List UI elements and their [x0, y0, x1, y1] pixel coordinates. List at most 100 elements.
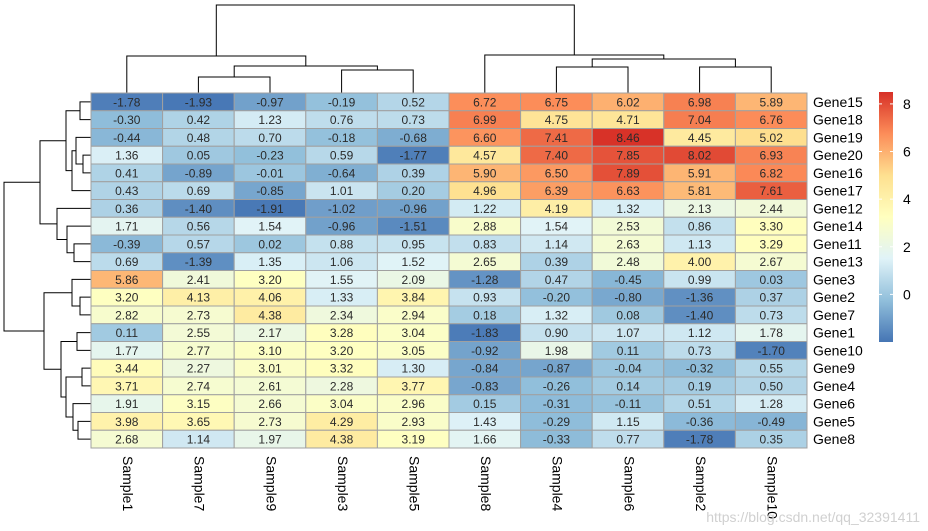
cell-value-label: -0.19 [328, 95, 356, 109]
cell-value-label: 6.93 [760, 149, 784, 163]
cell-value-label: 1.71 [115, 220, 139, 234]
cell-value-label: 1.97 [258, 433, 282, 447]
cell-value-label: 7.40 [545, 149, 569, 163]
cell-value-label: 3.29 [760, 237, 784, 251]
cell-value-label: -1.83 [471, 326, 499, 340]
cell-value-label: 3.28 [330, 326, 354, 340]
cell-value-label: 5.02 [760, 131, 784, 145]
cell-value-label: -0.20 [543, 291, 571, 305]
cell-value-label: 2.48 [616, 255, 640, 269]
cell-value-label: -0.87 [543, 362, 571, 376]
cell-value-label: 1.30 [402, 362, 426, 376]
heatmap-cells: -1.78 -1.93 -0.97 -0.19 0.52 6.72 6.75 6.02 6.98… [90, 92, 808, 449]
cell-value-label: 1.06 [330, 255, 354, 269]
dendrogram-branch [126, 55, 307, 93]
cell-value-label: 0.43 [115, 184, 139, 198]
cell-value-label: 0.69 [187, 184, 211, 198]
cell-value-label: -0.01 [256, 166, 284, 180]
dendrogram-branch [76, 332, 91, 351]
cell-value-label: 3.30 [760, 220, 784, 234]
cell-value-label: -0.36 [686, 415, 714, 429]
column-dendrogram [126, 4, 772, 93]
cell-value-label: 6.60 [473, 131, 497, 145]
dendrogram-branch [39, 140, 66, 225]
cell-value-label: 0.99 [688, 273, 712, 287]
cell-value-label: 0.73 [760, 308, 784, 322]
cell-value-label: 3.04 [402, 326, 426, 340]
cell-value-label: 1.52 [402, 255, 426, 269]
cell-value-label: 1.66 [473, 433, 497, 447]
cell-value-label: 0.73 [688, 344, 712, 358]
cell-value-label: 3.19 [402, 433, 426, 447]
dendrogram-branch [73, 243, 91, 263]
dendrogram-branch [71, 150, 91, 192]
dendrogram-branch [56, 207, 91, 240]
cell-value-label: 2.74 [187, 379, 211, 393]
cell-value-label: 1.22 [473, 202, 497, 216]
cell-value-label: 3.15 [187, 397, 211, 411]
cell-value-label: -0.85 [256, 184, 284, 198]
cell-value-label: 4.38 [330, 433, 354, 447]
cell-value-label: 2.94 [402, 308, 426, 322]
cell-value-label: 0.37 [760, 291, 784, 305]
cell-value-label: 2.93 [402, 415, 426, 429]
cell-value-label: 2.44 [760, 202, 784, 216]
row-label: Gene19 [813, 129, 863, 145]
row-label: Gene4 [813, 378, 855, 394]
cell-value-label: 1.35 [258, 255, 282, 269]
cell-value-label: -0.29 [543, 415, 571, 429]
cell-value-label: -0.39 [113, 237, 141, 251]
cell-value-label: -0.83 [471, 379, 499, 393]
dendrogram-branch [341, 69, 414, 93]
column-label: Sample8 [478, 456, 494, 511]
cell-value-label: 0.41 [115, 166, 139, 180]
cell-value-label: 4.00 [688, 255, 712, 269]
legend-tick-label: 2 [903, 239, 911, 255]
cell-value-label: -0.89 [185, 166, 213, 180]
cell-value-label: 4.75 [545, 113, 569, 127]
cell-value-label: 0.90 [545, 326, 569, 340]
column-label: Sample10 [764, 456, 780, 519]
cell-value-label: 3.20 [330, 344, 354, 358]
cell-value-label: 0.14 [616, 379, 640, 393]
cell-value-label: 2.61 [258, 379, 282, 393]
cell-value-label: -0.97 [256, 95, 284, 109]
cell-value-label: 0.83 [473, 237, 497, 251]
cell-value-label: 3.71 [115, 379, 139, 393]
cell-value-label: 1.33 [330, 291, 354, 305]
cell-value-label: 0.11 [617, 344, 640, 358]
cell-value-label: -0.96 [400, 202, 428, 216]
cell-value-label: 0.05 [187, 149, 211, 163]
cell-value-label: -0.32 [686, 362, 714, 376]
dendrogram-branch [66, 225, 91, 254]
cell-value-label: 7.61 [760, 184, 784, 198]
row-label: Gene5 [813, 413, 855, 429]
legend-color-bar [879, 92, 893, 342]
cell-value-label: 6.72 [473, 95, 497, 109]
legend-tick-label: 0 [903, 286, 911, 302]
cell-value-label: 0.35 [760, 433, 784, 447]
cell-value-label: 1.78 [760, 326, 784, 340]
cell-value-label: 2.67 [760, 255, 784, 269]
dendrogram-branch [79, 101, 91, 121]
cell-value-label: 1.13 [688, 237, 712, 251]
cell-value-label: 0.56 [187, 220, 211, 234]
cell-value-label: 1.07 [616, 326, 640, 340]
cell-value-label: 5.81 [688, 184, 712, 198]
cell-value-label: 4.45 [688, 131, 712, 145]
cell-value-label: 0.02 [258, 237, 282, 251]
dendrogram-branch [65, 110, 80, 172]
cell-value-label: -1.28 [471, 273, 499, 287]
legend-tick-label: 8 [903, 96, 911, 112]
row-label: Gene6 [813, 396, 855, 412]
cell-value-label: 0.59 [330, 149, 354, 163]
cell-value-label: -0.68 [400, 131, 428, 145]
column-label: Sample9 [263, 456, 279, 511]
cell-value-label: 0.08 [616, 308, 640, 322]
cell-value-label: -0.96 [328, 220, 356, 234]
cell-value-label: -0.04 [614, 362, 642, 376]
row-label: Gene20 [813, 147, 863, 163]
row-label: Gene18 [813, 112, 863, 128]
cell-value-label: -1.93 [185, 95, 213, 109]
cell-value-label: 4.19 [545, 202, 569, 216]
